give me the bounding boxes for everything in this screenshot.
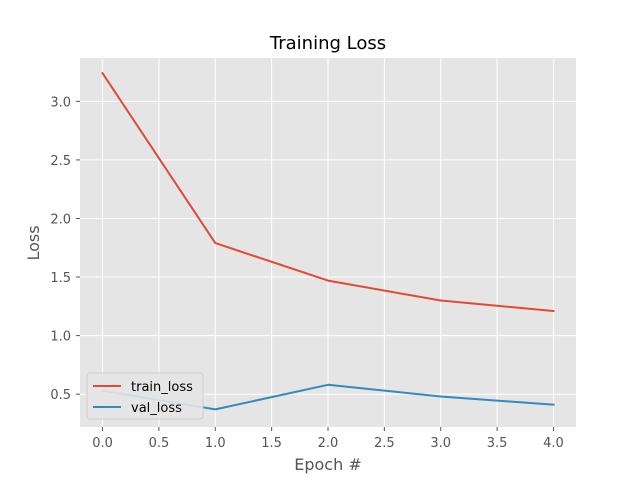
- x-tick-label: 0.0: [92, 436, 113, 451]
- legend-label-val-loss: val_loss: [131, 401, 182, 416]
- y-tick-label: 1.0: [50, 330, 71, 345]
- x-tick-label: 3.0: [430, 436, 451, 451]
- x-tick-label: 1.5: [261, 436, 282, 451]
- grid-lines: [80, 58, 576, 427]
- y-tick-label: 0.5: [50, 388, 71, 403]
- y-tick-label: 1.5: [50, 271, 71, 286]
- y-tick-label: 3.0: [50, 95, 71, 110]
- legend: train_loss val_loss: [86, 372, 204, 420]
- x-tick-label: 1.0: [205, 436, 226, 451]
- x-tick-label: 2.0: [318, 436, 339, 451]
- series-line-train-loss: [101, 71, 555, 313]
- x-tick-label: 4.0: [543, 436, 564, 451]
- y-tick-label: 2.5: [50, 154, 71, 169]
- y-axis-label: Loss: [24, 225, 43, 260]
- x-tick-label: 3.5: [487, 436, 508, 451]
- x-tick-label: 2.5: [374, 436, 395, 451]
- axis-ticks: 0.0 0.5 1.0 1.5 2.0 2.5 3.0 3.5 4.0 0.5 1.0 1.5 2.0 2…: [50, 95, 563, 451]
- chart-title: Training Loss: [269, 33, 386, 54]
- x-tick-label: 0.5: [149, 436, 170, 451]
- legend-label-train-loss: train_loss: [131, 380, 193, 395]
- x-axis-label: Epoch #: [294, 455, 361, 474]
- y-tick-label: 2.0: [50, 212, 71, 227]
